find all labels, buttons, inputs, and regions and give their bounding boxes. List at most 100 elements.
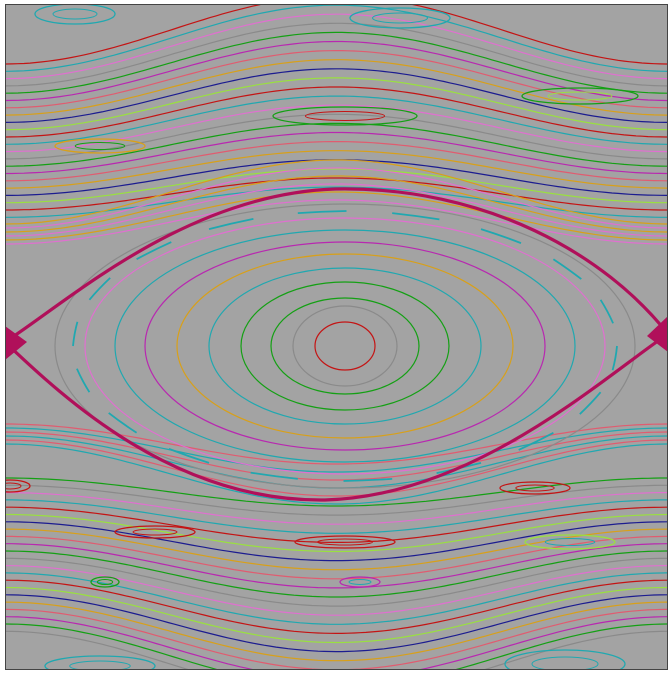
island-inner-orbit (5, 482, 22, 490)
chain-dash (392, 212, 440, 221)
island-inner-orbit (515, 484, 555, 492)
bottom-orbit-line (5, 543, 668, 589)
bottom-orbit-line (5, 601, 668, 662)
resonance-islands (5, 4, 639, 670)
wavy-orbits (5, 4, 668, 670)
island-orbit (114, 525, 196, 539)
island-inner-orbit (372, 12, 428, 24)
chain-dash (76, 368, 91, 393)
top-orbit-line (5, 22, 668, 87)
central-orbit (144, 241, 546, 451)
inner-bottom-orbit-line (5, 423, 668, 465)
bottom-orbit-line (5, 586, 668, 644)
central-orbit (208, 267, 482, 425)
inner-top-orbit-line (5, 167, 668, 229)
island-orbit (5, 479, 31, 493)
top-orbit-line (5, 104, 668, 153)
bottom-orbit-line (5, 492, 668, 525)
top-orbit-line (5, 13, 668, 80)
top-orbit-line (5, 77, 668, 131)
chain-dash (250, 471, 298, 480)
island-orbit (349, 7, 451, 29)
chain-dash (552, 258, 582, 280)
island-orbit (524, 534, 616, 550)
chain-dash (72, 321, 79, 347)
inner-bottom-orbit-line (5, 443, 668, 505)
island-orbit (504, 649, 626, 670)
chain-dash (297, 210, 347, 214)
top-orbit-line (5, 186, 668, 218)
bottom-orbit-line (5, 557, 668, 607)
island-inner-orbit (317, 538, 373, 546)
chain-dash (168, 448, 210, 464)
chain-dash (208, 218, 254, 230)
bottom-orbit-line (5, 513, 668, 553)
left-hyperbolic-point (5, 326, 27, 360)
bottom-orbit-line (5, 572, 668, 625)
top-orbit-line (5, 4, 668, 65)
bottom-orbit-line (5, 477, 668, 507)
inner-top-orbit-line (5, 199, 668, 245)
island-inner-orbit (531, 656, 599, 670)
inner-bottom-orbit-line (5, 427, 668, 473)
island-orbit (499, 481, 571, 495)
bottom-orbit-line (5, 506, 668, 543)
inner-bottom-orbit-line (5, 431, 668, 481)
island-orbit (272, 106, 418, 126)
island-inner-orbit (96, 579, 114, 585)
bottom-orbit-line (5, 521, 668, 562)
top-orbit-line (5, 40, 668, 102)
inner-top-orbit-line (5, 183, 668, 237)
island-inner-orbit (74, 142, 126, 150)
chain-dash (136, 241, 172, 260)
top-orbit-line (5, 122, 668, 167)
island-inner-orbit (547, 91, 613, 101)
island-orbit (54, 138, 146, 154)
top-orbit-line (5, 59, 668, 116)
top-orbit-line (5, 50, 668, 109)
central-orbit (176, 253, 514, 439)
bottom-orbit-line (5, 623, 668, 670)
top-orbit-line (5, 168, 668, 204)
central-orbit (84, 217, 606, 475)
bottom-orbit-line (5, 594, 668, 653)
island-orbit (34, 4, 116, 25)
top-orbit-line (5, 68, 668, 123)
top-orbit-line (5, 4, 668, 72)
top-orbit-line (5, 150, 668, 189)
top-orbit-line (5, 95, 668, 145)
island-orbit (294, 535, 396, 549)
island-inner-orbit (304, 111, 386, 121)
right-hyperbolic-point (647, 316, 668, 352)
island-inner-orbit (544, 538, 596, 546)
phase-portrait-frame (5, 4, 668, 670)
chain-dash (611, 345, 618, 371)
island-orbit (339, 576, 381, 588)
inner-top-orbit-line (5, 159, 668, 225)
central-orbit (292, 305, 398, 387)
island-inner-orbit (132, 528, 178, 536)
bottom-orbit-line (5, 550, 668, 598)
top-orbit-line (5, 86, 668, 138)
central-orbit (270, 297, 420, 395)
central-orbit (240, 281, 450, 411)
inner-top-orbit-line (5, 175, 668, 233)
chain-dash (108, 412, 138, 434)
phase-portrait (5, 4, 668, 670)
bottom-orbit-line (5, 579, 668, 634)
bottom-orbit-line (5, 499, 668, 534)
central-orbit (314, 321, 376, 371)
central-resonance (54, 203, 636, 489)
central-orbit (114, 229, 576, 463)
bottom-orbit-line (5, 630, 668, 670)
chain-dash (579, 391, 602, 415)
chain-dash (480, 228, 522, 244)
top-orbit-line (5, 113, 668, 160)
island-inner-orbit (348, 579, 372, 585)
island-orbit (521, 87, 639, 105)
island-orbit (44, 655, 156, 670)
island-orbit (90, 576, 120, 588)
island-inner-orbit (69, 660, 131, 670)
chain-dash (518, 432, 554, 451)
central-orbit (54, 203, 636, 489)
